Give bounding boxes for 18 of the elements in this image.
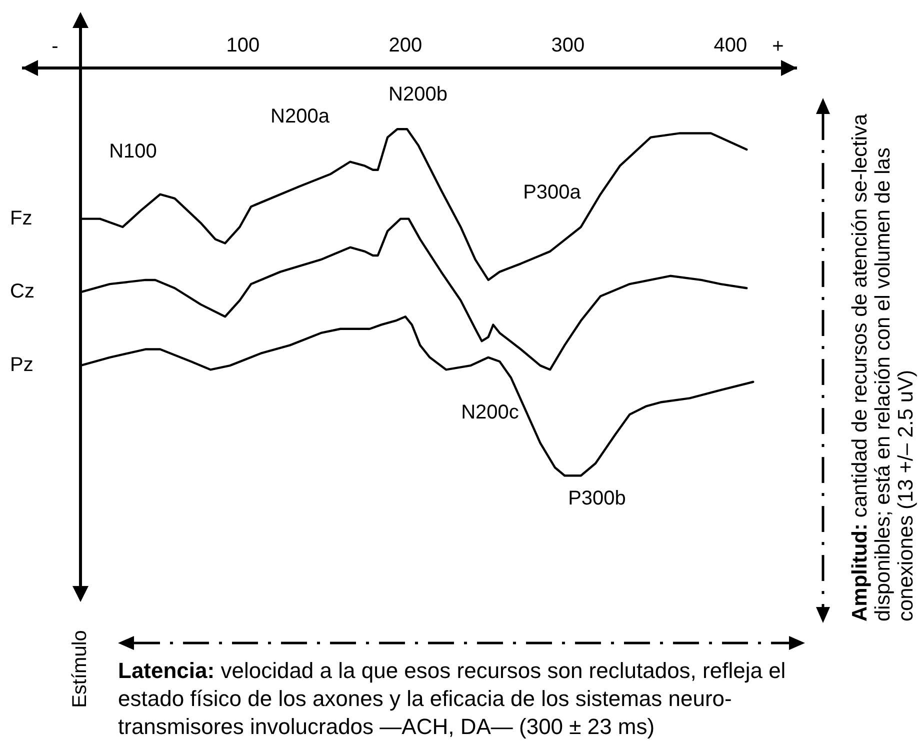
- annotation: N200b: [388, 84, 448, 106]
- text: Amplitud: cantidad de recursos de atención se-lectiva disponibles; está en relación con el volumen de las conexiones (13 +/– 2.5 uV): [848, 112, 918, 622]
- text: -: [52, 36, 58, 58]
- annotation: N200c: [461, 402, 519, 424]
- annotation: N200a: [270, 106, 330, 128]
- text: P300b: [568, 488, 626, 510]
- x-tick-label: 300: [551, 34, 585, 57]
- x-tick-label: 100: [226, 34, 260, 57]
- text: Pz: [10, 354, 34, 376]
- annotation: P300a: [523, 182, 582, 204]
- annotation: N100: [109, 140, 157, 163]
- x-tick-label: 200: [388, 34, 422, 57]
- text: Fz: [10, 207, 32, 230]
- text: +: [772, 36, 784, 58]
- x-tick-label: 400: [714, 34, 748, 57]
- text: Estímulo: [68, 629, 92, 710]
- text: Latencia: velocidad a la que esos recursos son reclutados, refleja el estado físico de los axones y la eficacia de los sistemas neuro-transmisores involucrados —ACH, DA— (300 ± 23 ms): [118, 657, 787, 741]
- text: Cz: [10, 280, 34, 303]
